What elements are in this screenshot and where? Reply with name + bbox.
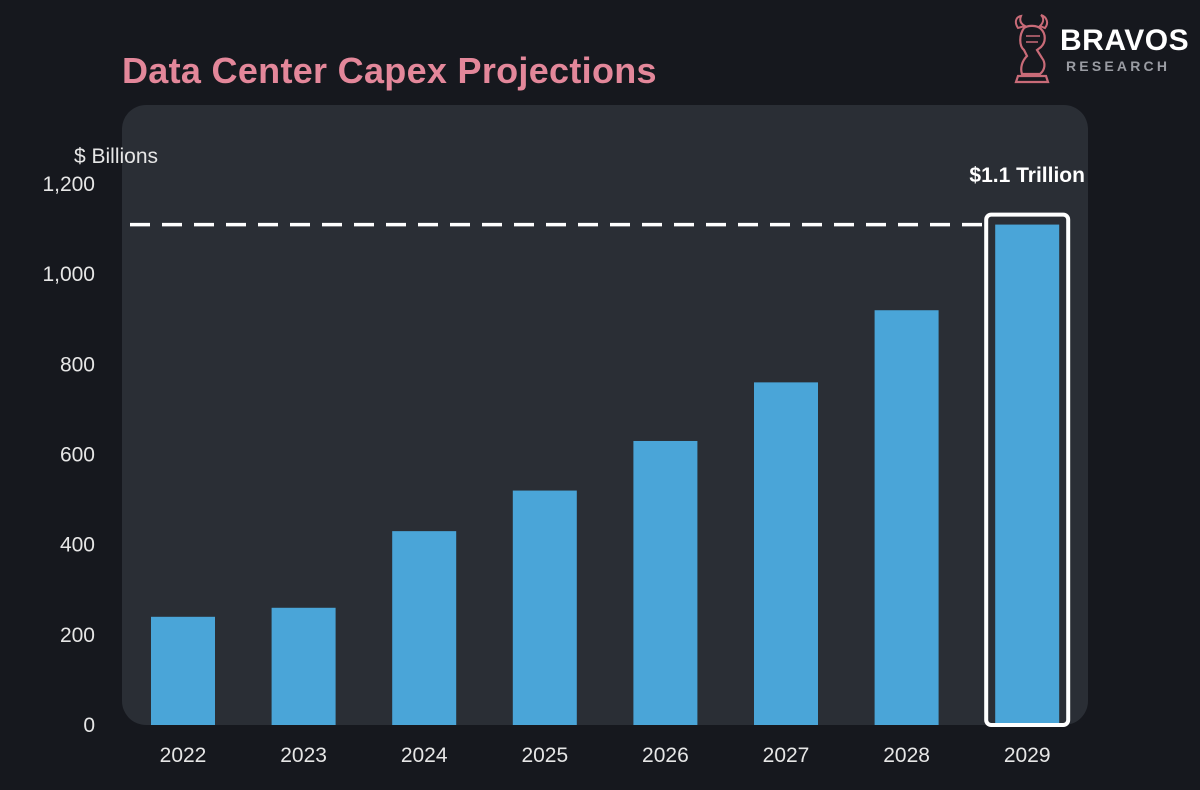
y-axis-label: $ Billions (74, 145, 158, 168)
y-tick-label: 800 (60, 353, 95, 376)
x-axis-ticks: 2022 2023 2024 2025 2026 2027 2028 2029 (160, 744, 1051, 767)
y-axis-ticks: 0 200 400 600 800 1,000 1,200 (42, 173, 95, 737)
brand-name: BRAVOS (1060, 24, 1190, 57)
chart-title: Data Center Capex Projections (122, 50, 657, 91)
x-tick-label: 2022 (160, 744, 207, 767)
bar-2027 (754, 382, 818, 725)
x-tick-label: 2023 (280, 744, 327, 767)
bar-2028 (874, 310, 939, 725)
highlight-label: $1.1 Trillion (969, 164, 1085, 187)
x-tick-label: 2026 (642, 744, 689, 767)
bar-2026 (633, 440, 698, 725)
bar-2024 (392, 531, 457, 725)
y-tick-label: 1,000 (42, 263, 95, 286)
bar-2025 (512, 490, 577, 725)
bar-2023 (271, 607, 336, 725)
y-tick-label: 0 (83, 714, 95, 737)
y-tick-label: 600 (60, 444, 95, 467)
bar-2029 (995, 224, 1060, 725)
bars (151, 224, 1060, 725)
bar-2022 (151, 616, 215, 725)
x-tick-label: 2024 (401, 744, 448, 767)
x-tick-label: 2028 (883, 744, 930, 767)
brand-logo: BRAVOS RESEARCH (1010, 14, 1190, 86)
x-tick-label: 2025 (521, 744, 568, 767)
annotations: $1.1 Trillion (130, 164, 1085, 727)
y-tick-label: 400 (60, 534, 95, 557)
y-tick-label: 1,200 (42, 173, 95, 196)
x-tick-label: 2027 (763, 744, 810, 767)
bull-knight-icon (1014, 14, 1050, 84)
brand-subtitle: RESEARCH (1066, 58, 1171, 74)
y-tick-label: 200 (60, 624, 95, 647)
highlight-box (984, 212, 1071, 727)
x-tick-label: 2029 (1004, 744, 1051, 767)
